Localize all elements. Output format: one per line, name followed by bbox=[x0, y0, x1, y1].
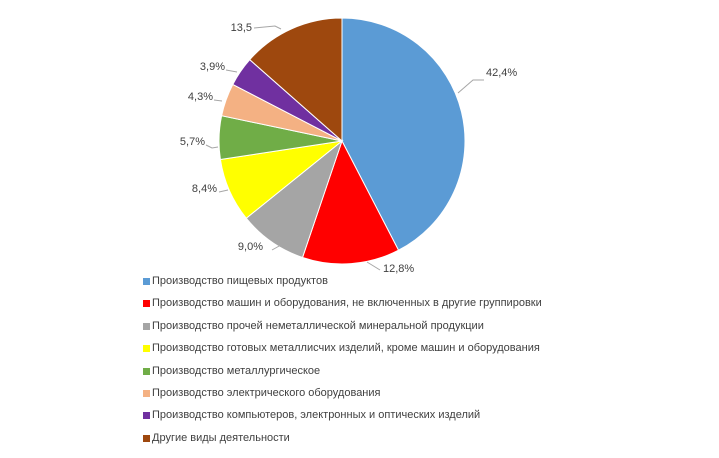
legend-label: Производство готовых металлисчих изделий… bbox=[152, 342, 540, 355]
legend-label: Производство машин и оборудования, не вк… bbox=[152, 297, 542, 310]
legend-swatch bbox=[143, 345, 150, 353]
leader-line-5 bbox=[205, 144, 219, 149]
legend-swatch bbox=[143, 322, 150, 330]
legend-swatch bbox=[143, 278, 150, 285]
data-label-5: 5,7% bbox=[180, 136, 205, 148]
leader-line-7 bbox=[225, 69, 238, 73]
legend-label: Производство пищевых продуктов bbox=[152, 275, 328, 287]
legend-label: Производство металлургическое bbox=[152, 364, 321, 377]
leader-line-1 bbox=[457, 79, 484, 94]
legend-swatch bbox=[143, 434, 150, 442]
legend-swatch bbox=[143, 367, 150, 375]
legend-swatch bbox=[143, 412, 150, 420]
pie-slice-2 bbox=[301, 139, 400, 265]
legend-label: Производство электрического оборудования bbox=[152, 386, 381, 399]
data-label-8: 13,5 bbox=[231, 22, 252, 34]
legend-swatch bbox=[143, 300, 150, 308]
data-label-2: 12,8% bbox=[383, 263, 414, 275]
legend-label: Другие виды деятельности bbox=[152, 431, 290, 444]
leader-line-6 bbox=[213, 99, 223, 102]
data-labels: 42,4% 12,8% 9,0% 8,4% 5,7% 4,3% 3,9% 13,5 bbox=[180, 22, 517, 275]
leader-line-4 bbox=[218, 189, 229, 193]
data-label-1: 42,4% bbox=[486, 67, 517, 79]
pie-slice-8 bbox=[249, 17, 343, 143]
legend-label: Производство компьютеров, электронных и … bbox=[152, 409, 481, 422]
pie-slices bbox=[218, 17, 466, 265]
leader-lines bbox=[205, 25, 484, 271]
data-label-4: 8,4% bbox=[192, 183, 217, 195]
data-label-3: 9,0% bbox=[238, 241, 263, 253]
leader-line-3 bbox=[271, 244, 282, 251]
leader-line-2 bbox=[366, 261, 381, 271]
data-label-7: 3,9% bbox=[200, 61, 225, 73]
legend-swatch bbox=[143, 389, 150, 397]
pie-slice-1 bbox=[341, 17, 466, 251]
leader-line-8 bbox=[253, 25, 282, 30]
data-label-6: 4,3% bbox=[188, 91, 213, 103]
legend-label: Производство прочей неметаллической мине… bbox=[152, 319, 484, 332]
